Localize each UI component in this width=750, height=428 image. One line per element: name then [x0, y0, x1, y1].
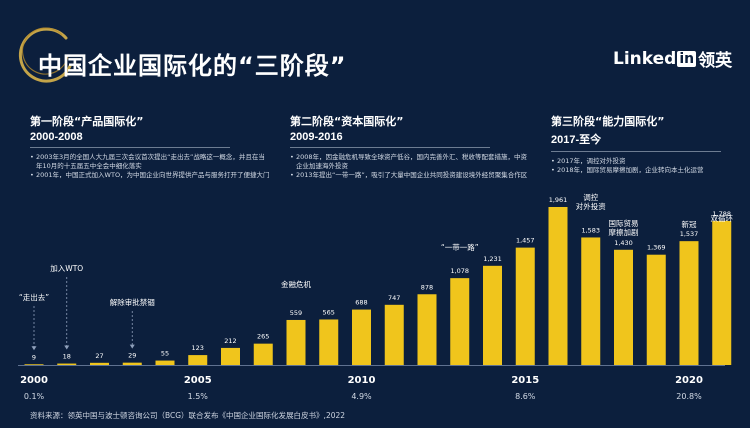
annotation-label: 解除审批禁锢: [110, 297, 155, 307]
data-label: 212: [224, 337, 236, 345]
stage-1-name: 第一阶段“产品国际化”: [30, 115, 144, 128]
stage-1-years: 2000-2008: [30, 131, 83, 143]
bar: [253, 343, 273, 365]
bar: [679, 241, 699, 365]
logo-suffix: 领英: [698, 51, 733, 71]
page-title: 中国企业国际化的“三阶段”: [38, 52, 347, 80]
data-label: 1,457: [516, 237, 535, 245]
data-label: 265: [257, 333, 269, 341]
annotation-label: 摩擦加剧: [609, 227, 639, 237]
stage-2: 第二阶段“资本国际化” 2009-2016 2008年，因金融危机导致全球资产低…: [290, 113, 530, 180]
stage-1-divider: [30, 147, 230, 148]
x-tick-label: 2010: [348, 375, 376, 386]
share-label: 0.1%: [24, 392, 45, 401]
annotation-label: 加入WTO: [50, 263, 83, 273]
stage-3-bullets: 2017年，调控对外投资 2018年，国际贸易摩擦加剧，企业转向本土化运营: [551, 157, 741, 175]
bar: [57, 363, 77, 365]
data-label: 18: [63, 353, 71, 361]
data-label: 123: [192, 344, 204, 352]
stage-1-bullet: 2001年，中国正式加入WTO，为中国企业向世界提供产品与服务打开了便捷大门: [30, 171, 270, 180]
bar: [352, 309, 371, 365]
bar: [614, 249, 633, 365]
bar: [122, 362, 142, 365]
stage-1-bullet: 2003年3月的全国人大九届三次会议首次提出“走出去”战略这一概念，并且在当年1…: [30, 153, 270, 171]
annotation-label: 国际贸易: [609, 218, 639, 228]
annotation-label: “走出去”: [19, 292, 49, 302]
annotation-label: 调控: [583, 192, 598, 202]
annotation-label: 双循环: [711, 213, 734, 223]
bar: [417, 294, 437, 365]
data-label: 1,430: [614, 239, 633, 247]
bar: [581, 237, 601, 365]
bar: [155, 360, 175, 365]
stage-2-bullet: 2013年提出“一带一路”，吸引了大量中国企业共同投资建设境外经贸聚集合作区: [290, 171, 530, 180]
stage-3-name: 第三阶段“能力国际化”: [551, 115, 665, 128]
data-label: 1,788: [712, 210, 731, 218]
data-label: 1,078: [450, 267, 469, 275]
share-label: 1.5%: [188, 392, 209, 401]
stage-3-bullet: 2017年，调控对外投资: [551, 157, 741, 166]
data-label: 9: [32, 353, 36, 361]
stage-1-bullets: 2003年3月的全国人大九届三次会议首次提出“走出去”战略这一概念，并且在当年1…: [30, 153, 270, 180]
share-label: 8.6%: [515, 392, 536, 401]
x-tick-label: 2020: [675, 375, 703, 386]
stage-1: 第一阶段“产品国际化” 2000-2008 2003年3月的全国人大九届三次会议…: [30, 113, 270, 180]
x-tick-label: 2000: [20, 375, 48, 386]
bar: [384, 304, 404, 365]
annotation-arrow-head: [31, 346, 37, 351]
stage-2-bullet: 2008年，因金融危机导致全球资产低谷，国内完善外汇、税收等配套措施，中资企业加…: [290, 153, 530, 171]
data-label: 27: [95, 352, 103, 360]
x-tick-label: 2015: [511, 375, 539, 386]
annotation-label: 对外投资: [576, 201, 606, 211]
logo-text: Linked: [613, 48, 677, 69]
bar: [450, 278, 470, 365]
logo-in-mark: in: [677, 50, 697, 67]
linkedin-logo: Linked in 领英: [613, 46, 733, 72]
bar: [319, 319, 339, 365]
data-label: 565: [323, 308, 335, 316]
bar: [712, 220, 732, 365]
share-label: 4.9%: [351, 392, 372, 401]
stage-2-divider: [290, 147, 490, 148]
data-label: 1,537: [680, 230, 699, 238]
source-note: 资料来源：领英中国与波士顿咨询公司（BCG）联合发布《中国企业国际化发展白皮书》…: [30, 411, 346, 420]
annotation-arrow-head: [129, 344, 135, 349]
bar: [286, 319, 306, 365]
bar: [90, 362, 109, 365]
stage-3: 第三阶段“能力国际化” 2017-至今 2017年，调控对外投资 2018年，国…: [551, 113, 741, 175]
annotation-label: 新冠: [682, 219, 697, 229]
bar: [646, 254, 666, 365]
annotation-arrow-head: [64, 345, 70, 350]
bar: [548, 207, 568, 365]
stage-3-bullet: 2018年，国际贸易摩擦加剧，企业转向本土化运营: [551, 166, 741, 175]
stage-3-divider: [551, 151, 721, 152]
annotation-label: 金融危机: [281, 279, 311, 289]
data-label: 688: [355, 299, 367, 307]
bar: [188, 355, 208, 365]
bar: [221, 347, 240, 365]
bar: [515, 247, 535, 365]
bar: [24, 364, 44, 365]
data-label: 559: [290, 309, 302, 317]
x-tick-label: 2005: [184, 375, 212, 386]
annotation-label: “一带一路”: [441, 242, 479, 252]
data-label: 878: [421, 283, 433, 291]
gold-ring-decoration: [18, 27, 72, 83]
share-label: 20.8%: [676, 392, 702, 401]
stage-2-years: 2009-2016: [290, 131, 343, 143]
data-label: 1,583: [581, 226, 600, 234]
data-label: 1,231: [483, 255, 502, 263]
bar: [483, 265, 502, 365]
data-label: 55: [161, 350, 169, 358]
stage-2-name: 第二阶段“资本国际化”: [290, 115, 404, 128]
stage-3-years: 2017-至今: [551, 134, 602, 146]
data-label: 747: [388, 294, 400, 302]
stage-2-bullets: 2008年，因金融危机导致全球资产低谷，国内完善外汇、税收等配套措施，中资企业加…: [290, 153, 530, 180]
data-label: 1,369: [647, 244, 666, 252]
data-label: 29: [128, 352, 136, 360]
data-label: 1,961: [549, 196, 568, 204]
